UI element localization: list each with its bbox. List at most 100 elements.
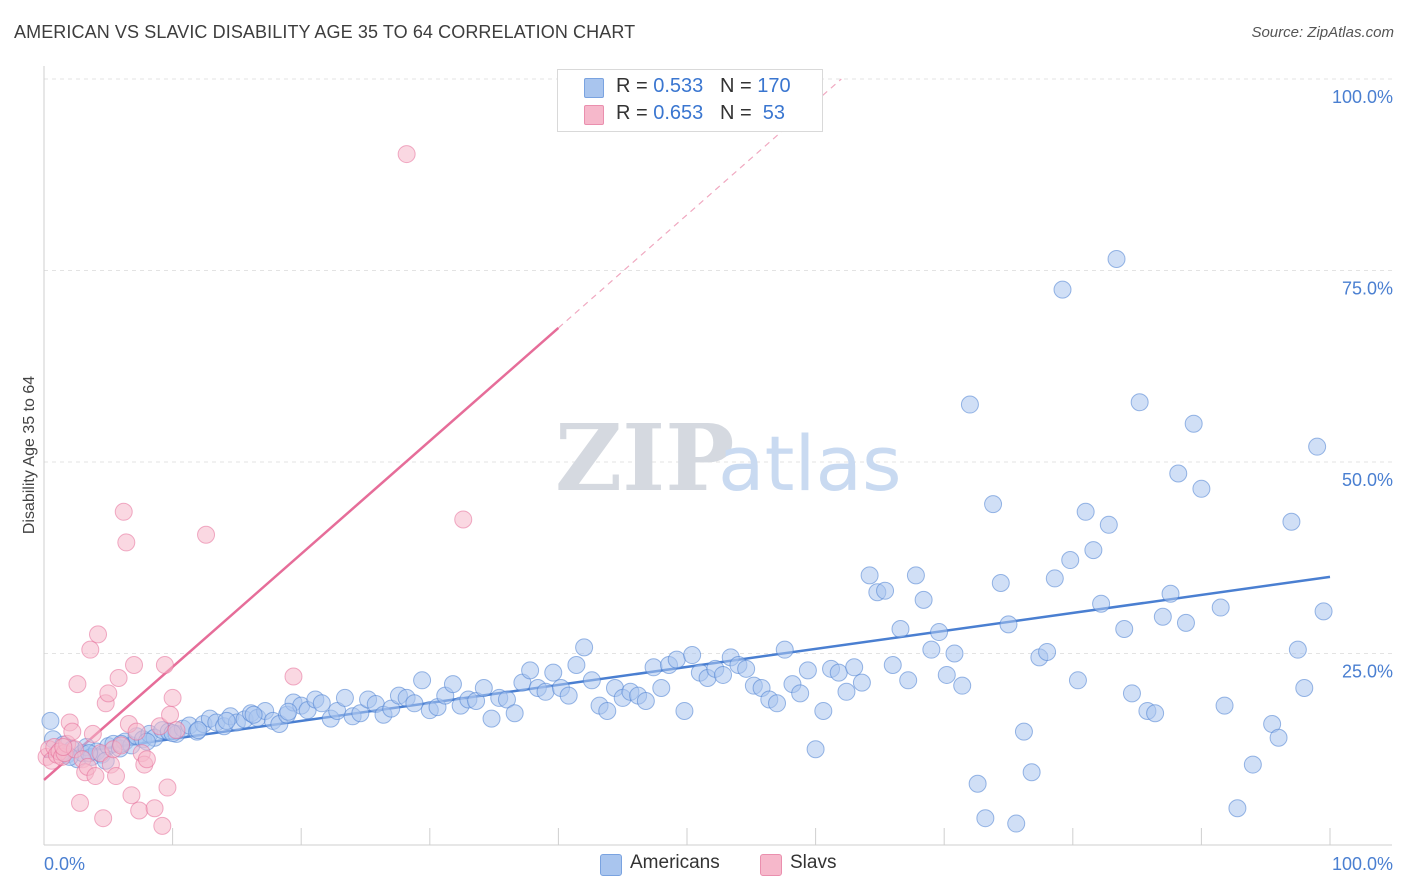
- point-americans: [883, 655, 902, 674]
- point-slavs: [54, 737, 73, 756]
- point-americans: [1053, 280, 1072, 299]
- point-americans: [860, 566, 879, 585]
- point-americans: [41, 711, 60, 730]
- point-americans: [768, 694, 787, 713]
- stats-legend: R = 0.533 N = 170 R = 0.653 N = 53: [557, 69, 823, 132]
- point-americans: [922, 640, 941, 659]
- trend-line-slavs: [43, 327, 560, 781]
- point-americans: [1314, 602, 1333, 621]
- point-slavs: [197, 525, 216, 544]
- point-americans: [906, 566, 925, 585]
- point-slavs: [112, 736, 131, 755]
- bottom-swatch-slavs: [760, 854, 782, 876]
- point-slavs: [153, 816, 172, 835]
- x-tick-label-end: 100.0%: [1332, 854, 1393, 874]
- point-slavs: [163, 688, 182, 707]
- point-americans: [1038, 642, 1057, 661]
- point-americans: [443, 675, 462, 694]
- point-americans: [945, 644, 964, 663]
- y-axis-label: Disability Age 35 to 64: [21, 376, 38, 534]
- point-americans: [737, 659, 756, 678]
- point-americans: [775, 640, 794, 659]
- point-americans: [559, 686, 578, 705]
- legend-swatch-americans: [584, 78, 604, 98]
- point-americans: [544, 663, 563, 682]
- point-americans: [1076, 502, 1095, 521]
- point-americans: [806, 740, 825, 759]
- point-americans: [482, 709, 501, 728]
- point-slavs: [107, 767, 126, 786]
- point-americans: [1068, 671, 1087, 690]
- point-americans: [335, 688, 354, 707]
- point-americans: [1184, 414, 1203, 433]
- point-slavs: [397, 145, 416, 164]
- point-americans: [984, 495, 1003, 514]
- point-americans: [1045, 569, 1064, 588]
- bottom-label-americans: Americans: [630, 852, 720, 873]
- point-americans: [1215, 696, 1234, 715]
- y-tick-label: 75.0%: [1342, 279, 1393, 299]
- point-americans: [899, 671, 918, 690]
- point-slavs: [94, 809, 113, 828]
- point-slavs: [137, 750, 156, 769]
- point-americans: [189, 721, 208, 740]
- point-americans: [413, 671, 432, 690]
- point-americans: [1176, 613, 1195, 632]
- point-americans: [999, 615, 1018, 634]
- point-americans: [798, 661, 817, 680]
- point-americans: [714, 665, 733, 684]
- x-tick-label-start: 0.0%: [44, 854, 85, 874]
- point-americans: [1084, 541, 1103, 560]
- point-americans: [991, 574, 1010, 593]
- point-americans: [683, 646, 702, 665]
- point-americans: [1169, 464, 1188, 483]
- point-slavs: [114, 502, 133, 521]
- watermark-atlas: atlas: [718, 419, 902, 508]
- point-slavs: [125, 655, 144, 674]
- point-americans: [536, 682, 555, 701]
- point-slavs: [454, 510, 473, 529]
- point-americans: [845, 658, 864, 677]
- point-americans: [567, 655, 586, 674]
- point-americans: [312, 694, 331, 713]
- point-americans: [1228, 799, 1247, 818]
- point-slavs: [161, 705, 180, 724]
- point-slavs: [68, 675, 87, 694]
- point-americans: [244, 705, 263, 724]
- y-tick-label: 50.0%: [1342, 470, 1393, 490]
- point-americans: [667, 650, 686, 669]
- point-americans: [876, 581, 895, 600]
- point-americans: [1061, 551, 1080, 570]
- y-tick-label: 100.0%: [1332, 87, 1393, 107]
- point-americans: [791, 684, 810, 703]
- point-americans: [497, 690, 516, 709]
- point-americans: [582, 671, 601, 690]
- point-americans: [644, 658, 663, 677]
- trend-extension-slavs: [558, 78, 842, 329]
- point-americans: [521, 661, 540, 680]
- point-americans: [1107, 250, 1126, 269]
- point-slavs: [109, 669, 128, 688]
- point-americans: [474, 678, 493, 697]
- point-americans: [914, 590, 933, 609]
- point-americans: [1122, 684, 1141, 703]
- legend-text-slavs: R = 0.653 N = 53: [616, 102, 786, 124]
- point-slavs: [71, 793, 90, 812]
- point-americans: [1282, 512, 1301, 531]
- trend-line-americans: [43, 575, 1331, 759]
- point-slavs: [83, 724, 102, 743]
- point-americans: [1099, 515, 1118, 534]
- trend-lines: [43, 78, 1331, 781]
- point-americans: [575, 638, 594, 657]
- point-americans: [1295, 678, 1314, 697]
- watermark-zip: ZIP: [555, 404, 734, 512]
- point-slavs: [63, 722, 82, 741]
- point-americans: [837, 682, 856, 701]
- point-americans: [1269, 728, 1288, 747]
- point-americans: [1014, 722, 1033, 741]
- point-americans: [1288, 640, 1307, 659]
- point-slavs: [167, 721, 186, 740]
- point-americans: [1308, 437, 1327, 456]
- bottom-swatch-americans: [600, 854, 622, 876]
- point-americans: [405, 694, 424, 713]
